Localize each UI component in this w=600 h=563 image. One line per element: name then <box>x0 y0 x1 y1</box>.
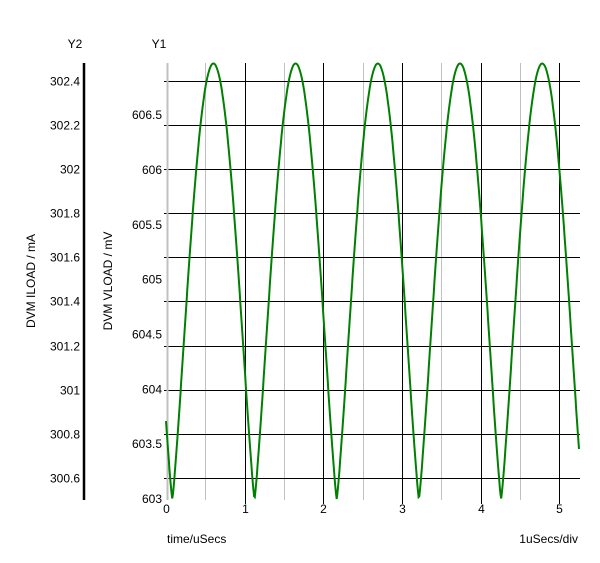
y2-tick-label: 302.4 <box>50 75 80 89</box>
x-tick-label: 4 <box>478 502 485 516</box>
x-scale-note: 1uSecs/div <box>519 532 578 546</box>
x-tick-label: 2 <box>320 502 327 516</box>
y1-tick-label: 606.5 <box>132 108 162 122</box>
y2-tick-label: 300.6 <box>50 472 80 486</box>
y1-tick-label: 603 <box>142 492 162 506</box>
y2-tick-label: 301 <box>60 384 80 398</box>
y1-axis-title: Y1 <box>152 37 167 51</box>
y1-tick-label: 605 <box>142 273 162 287</box>
x-tick-label: 0 <box>163 502 170 516</box>
y1-axis-label: DVM VLOAD / mV <box>101 232 115 331</box>
y1-tick-label: 606 <box>142 163 162 177</box>
y1-tick-label: 605.5 <box>132 218 162 232</box>
y1-tick-label: 604 <box>142 382 162 396</box>
y1-tick-label: 604.5 <box>132 327 162 341</box>
x-axis-label: time/uSecs <box>167 532 226 546</box>
y2-axis-label: DVM ILOAD / mA <box>24 234 38 328</box>
y2-tick-label: 301.6 <box>50 251 80 265</box>
x-tick-label: 1 <box>242 502 249 516</box>
y2-tick-label: 301.8 <box>50 207 80 221</box>
x-tick-label: 3 <box>399 502 406 516</box>
y2-tick-label: 301.2 <box>50 340 80 354</box>
x-tick-label: 5 <box>556 502 563 516</box>
y2-axis-title: Y2 <box>68 37 83 51</box>
y2-tick-label: 302 <box>60 163 80 177</box>
y1-tick-label: 603.5 <box>132 437 162 451</box>
y2-tick-label: 301.4 <box>50 295 80 309</box>
series-line-vload <box>165 62 580 500</box>
y2-tick-label: 302.2 <box>50 119 80 133</box>
y2-tick-label: 300.8 <box>50 428 80 442</box>
